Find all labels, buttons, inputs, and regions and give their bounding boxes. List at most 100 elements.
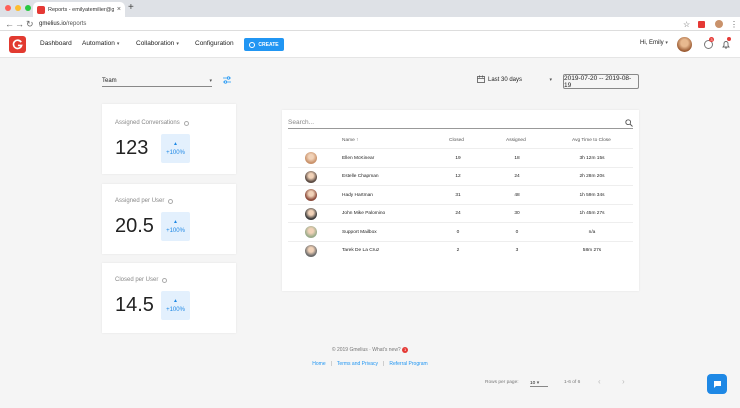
table-row[interactable]: Ellen McKinear 19 18 3h 12m 15s <box>288 148 633 167</box>
cell-name: Hady Hartman <box>342 192 373 198</box>
app-header: Dashboard Automation ▾ Collaboration ▾ Con… <box>0 31 740 58</box>
date-range-field[interactable]: 2019-07-20 -- 2019-08-19 <box>563 74 639 89</box>
new-tab-button[interactable]: + <box>128 2 134 13</box>
chevron-down-icon: ▾ <box>536 380 540 386</box>
stat-card-assigned-per-user: Assigned per User 20.5 ▲ +100% <box>102 184 236 254</box>
cell-assigned: 18 <box>514 155 520 161</box>
cell-name: Estelle Chapman <box>342 174 379 179</box>
arrow-up-icon: ▲ <box>173 141 178 147</box>
user-avatar[interactable] <box>677 37 692 52</box>
table-row[interactable]: John Mike Palomino 24 30 1h 45m 27s <box>288 203 633 223</box>
bookmark-star-icon[interactable]: ☆ <box>683 19 691 29</box>
col-header-assigned[interactable]: Assigned <box>506 138 526 143</box>
users-table-card: Search... Name ↑ Closed Assigned Avg Tim… <box>282 110 639 387</box>
user-avatar <box>305 207 317 220</box>
filter-sliders-icon[interactable] <box>222 75 232 85</box>
referral-link[interactable]: Referral Program <box>389 361 428 367</box>
user-menu[interactable]: Hi, Emily ▾ <box>640 40 668 46</box>
gmelius-favicon-icon <box>37 5 45 14</box>
table-row[interactable]: Hady Hartman 31 48 1h 59m 34s <box>288 185 633 204</box>
cell-assigned: 0 <box>515 229 519 235</box>
info-icon[interactable] <box>168 198 174 204</box>
table-row[interactable]: Support Mailbox 0 0 n/a <box>288 222 633 241</box>
cell-name: John Mike Palomino <box>342 211 386 216</box>
delta-badge: ▲ +100% <box>161 291 190 320</box>
stat-value: 14.5 <box>115 294 154 316</box>
user-avatar <box>305 152 317 164</box>
nav-automation[interactable]: Automation ▾ <box>82 40 120 47</box>
maximize-window-button[interactable] <box>25 5 31 11</box>
user-avatar <box>305 244 317 257</box>
create-button[interactable]: CREATE <box>244 38 284 51</box>
arrow-up-icon: ▲ <box>173 298 178 304</box>
search-input[interactable]: Search... <box>288 117 633 129</box>
close-window-button[interactable] <box>5 5 11 11</box>
url-path: /reports <box>66 21 87 27</box>
nav-configuration[interactable]: Configuration <box>195 40 234 47</box>
chevron-down-icon: ▾ <box>665 40 668 46</box>
stat-label: Closed per User <box>115 277 159 283</box>
chevron-down-icon: ▾ <box>176 40 179 47</box>
tab-close-icon[interactable]: × <box>116 6 121 13</box>
chat-button[interactable] <box>707 374 727 394</box>
bell-icon[interactable] <box>722 40 730 51</box>
back-icon[interactable]: ← <box>5 19 14 29</box>
next-page-button[interactable]: › <box>622 377 625 386</box>
cell-avg-time: n/a <box>588 229 596 235</box>
copyright: © 2019 Gmelius · What's new? 1 <box>331 347 409 353</box>
stat-value: 20.5 <box>115 215 154 237</box>
forward-icon[interactable]: → <box>15 19 24 29</box>
cell-closed: 12 <box>455 174 461 179</box>
table-row[interactable]: Tarek De La Cruz 2 3 58m 27s <box>288 240 633 260</box>
chevron-down-icon: ▾ <box>549 77 552 83</box>
arrow-up-icon: ▲ <box>173 219 178 225</box>
gmelius-logo-icon[interactable] <box>9 36 26 53</box>
url-host: gmelius.io <box>39 21 67 27</box>
cell-assigned: 48 <box>514 192 520 198</box>
date-preset-select[interactable]: Last 30 days ▾ <box>488 77 552 83</box>
activity-icon[interactable] <box>704 40 713 49</box>
home-link[interactable]: Home <box>312 361 326 367</box>
cell-avg-time: 1h 59m 34s <box>579 192 605 198</box>
info-icon[interactable] <box>162 277 168 283</box>
user-avatar <box>305 226 317 238</box>
cell-closed: 19 <box>455 155 461 161</box>
search-icon <box>625 118 633 127</box>
nav-dashboard[interactable]: Dashboard <box>40 40 72 47</box>
footer-links: Home | Terms and Privacy | Referral Program <box>312 361 428 367</box>
notification-badge: 3 <box>709 37 714 42</box>
nav-collaboration[interactable]: Collaboration ▾ <box>136 40 179 47</box>
cell-assigned: 3 <box>515 248 519 253</box>
url-field[interactable]: gmelius.io/reports <box>39 19 86 29</box>
window-controls <box>5 5 31 11</box>
cell-avg-time: 3h 12m 15s <box>579 155 605 161</box>
profile-icon[interactable] <box>715 18 723 30</box>
delta-badge: ▲ +100% <box>161 212 190 241</box>
table-row[interactable]: Estelle Chapman 12 24 2h 28m 20s <box>288 166 633 186</box>
info-icon[interactable] <box>183 120 189 126</box>
stat-card-closed-per-user: Closed per User 14.5 ▲ +100% <box>102 263 236 333</box>
browser-menu-icon[interactable]: ⋮ <box>730 19 738 29</box>
reload-icon[interactable]: ↻ <box>26 19 34 29</box>
team-select[interactable]: Team ▾ <box>102 75 212 87</box>
rows-per-page-select[interactable]: 10 ▾ <box>530 380 548 387</box>
browser-tab[interactable]: Reports - emilyatemilier@gm... × <box>33 2 125 17</box>
cell-name: Support Mailbox <box>342 229 377 235</box>
cell-closed: 31 <box>455 192 461 198</box>
prev-page-button[interactable]: ‹ <box>598 377 601 386</box>
col-header-avg-time[interactable]: Avg Time to Close <box>572 138 611 143</box>
stat-value: 123 <box>115 137 149 159</box>
cell-name: Ellen McKinear <box>342 155 375 161</box>
col-header-closed[interactable]: Closed <box>449 138 464 143</box>
extension-icon[interactable] <box>698 18 705 30</box>
rows-per-page-label: Rows per page: <box>485 380 519 385</box>
plus-circle-icon <box>249 41 256 48</box>
chevron-down-icon: ▾ <box>116 40 120 47</box>
page-info: 1-6 of 6 <box>564 380 581 385</box>
terms-link[interactable]: Terms and Privacy <box>336 361 379 367</box>
whats-new-badge[interactable]: 1 <box>402 347 409 353</box>
cell-closed: 2 <box>456 248 460 253</box>
col-header-name[interactable]: Name ↑ <box>342 138 359 143</box>
minimize-window-button[interactable] <box>15 5 21 11</box>
cell-avg-time: 58m 27s <box>582 248 602 253</box>
